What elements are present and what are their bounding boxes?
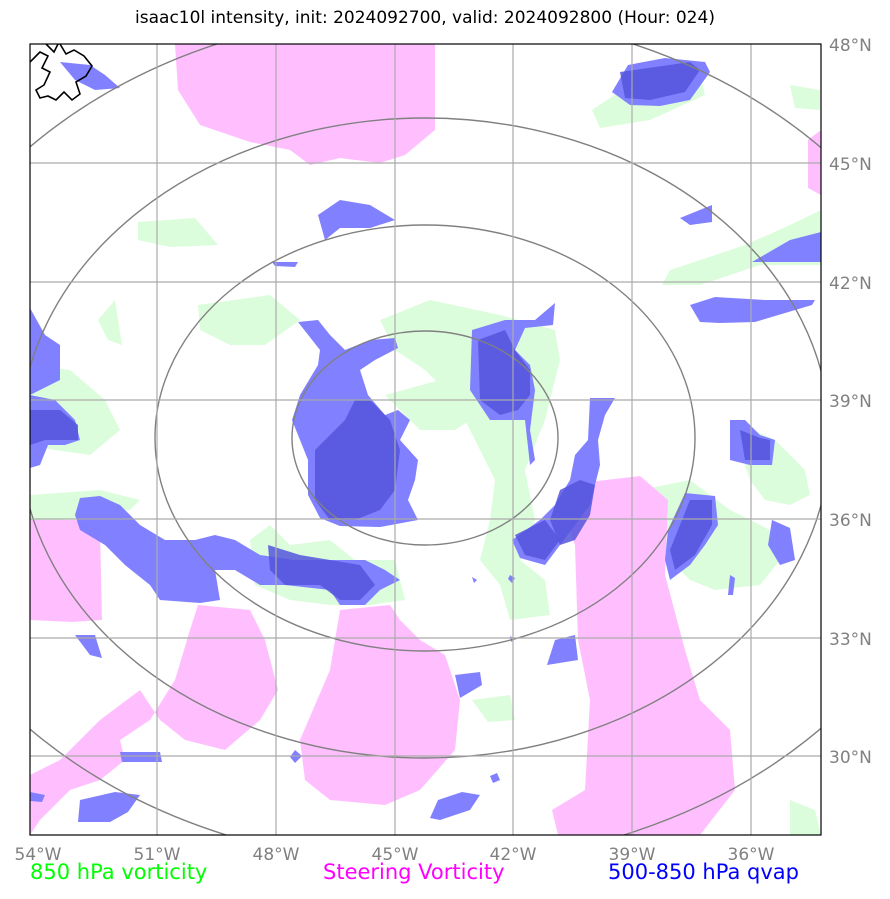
legend-qvap: 500-850 hPa qvap <box>608 860 799 884</box>
overlap-layer <box>30 62 770 600</box>
lat-tick-label: 48°N <box>829 36 872 56</box>
lon-tick-label: 39°W <box>609 845 656 865</box>
range-rings <box>30 44 821 835</box>
legend-850-vorticity: 850 hPa vorticity <box>30 860 208 884</box>
lon-tick-label: 42°W <box>490 845 537 865</box>
lat-tick-label: 30°N <box>829 748 872 768</box>
lat-tick-labels: 48°N 45°N 42°N 39°N 36°N 33°N 30°N <box>829 36 872 768</box>
lon-tick-label: 51°W <box>134 845 181 865</box>
coastline <box>30 44 93 102</box>
steering-vorticity-layer <box>30 44 821 835</box>
lat-tick-label: 45°N <box>829 155 872 175</box>
lon-tick-label: 48°W <box>253 845 300 865</box>
range-ring-1 <box>291 330 559 546</box>
lat-tick-label: 33°N <box>829 630 872 650</box>
range-ring-3 <box>30 117 821 759</box>
lon-tick-label: 54°W <box>15 845 62 865</box>
lat-tick-label: 39°N <box>829 392 872 412</box>
range-ring-2 <box>154 224 696 652</box>
graticule <box>30 44 821 835</box>
map-title: isaac10l intensity, init: 2024092700, va… <box>135 8 715 28</box>
lat-tick-label: 42°N <box>829 274 872 294</box>
lon-tick-label: 36°W <box>728 845 775 865</box>
legend-steering-vorticity: Steering Vorticity <box>323 860 505 884</box>
lat-tick-label: 36°N <box>829 511 872 531</box>
map-frame <box>29 43 822 836</box>
lon-tick-label: 45°W <box>372 845 419 865</box>
lon-tick-labels: 54°W 51°W 48°W 45°W 42°W 39°W 36°W <box>15 845 775 865</box>
